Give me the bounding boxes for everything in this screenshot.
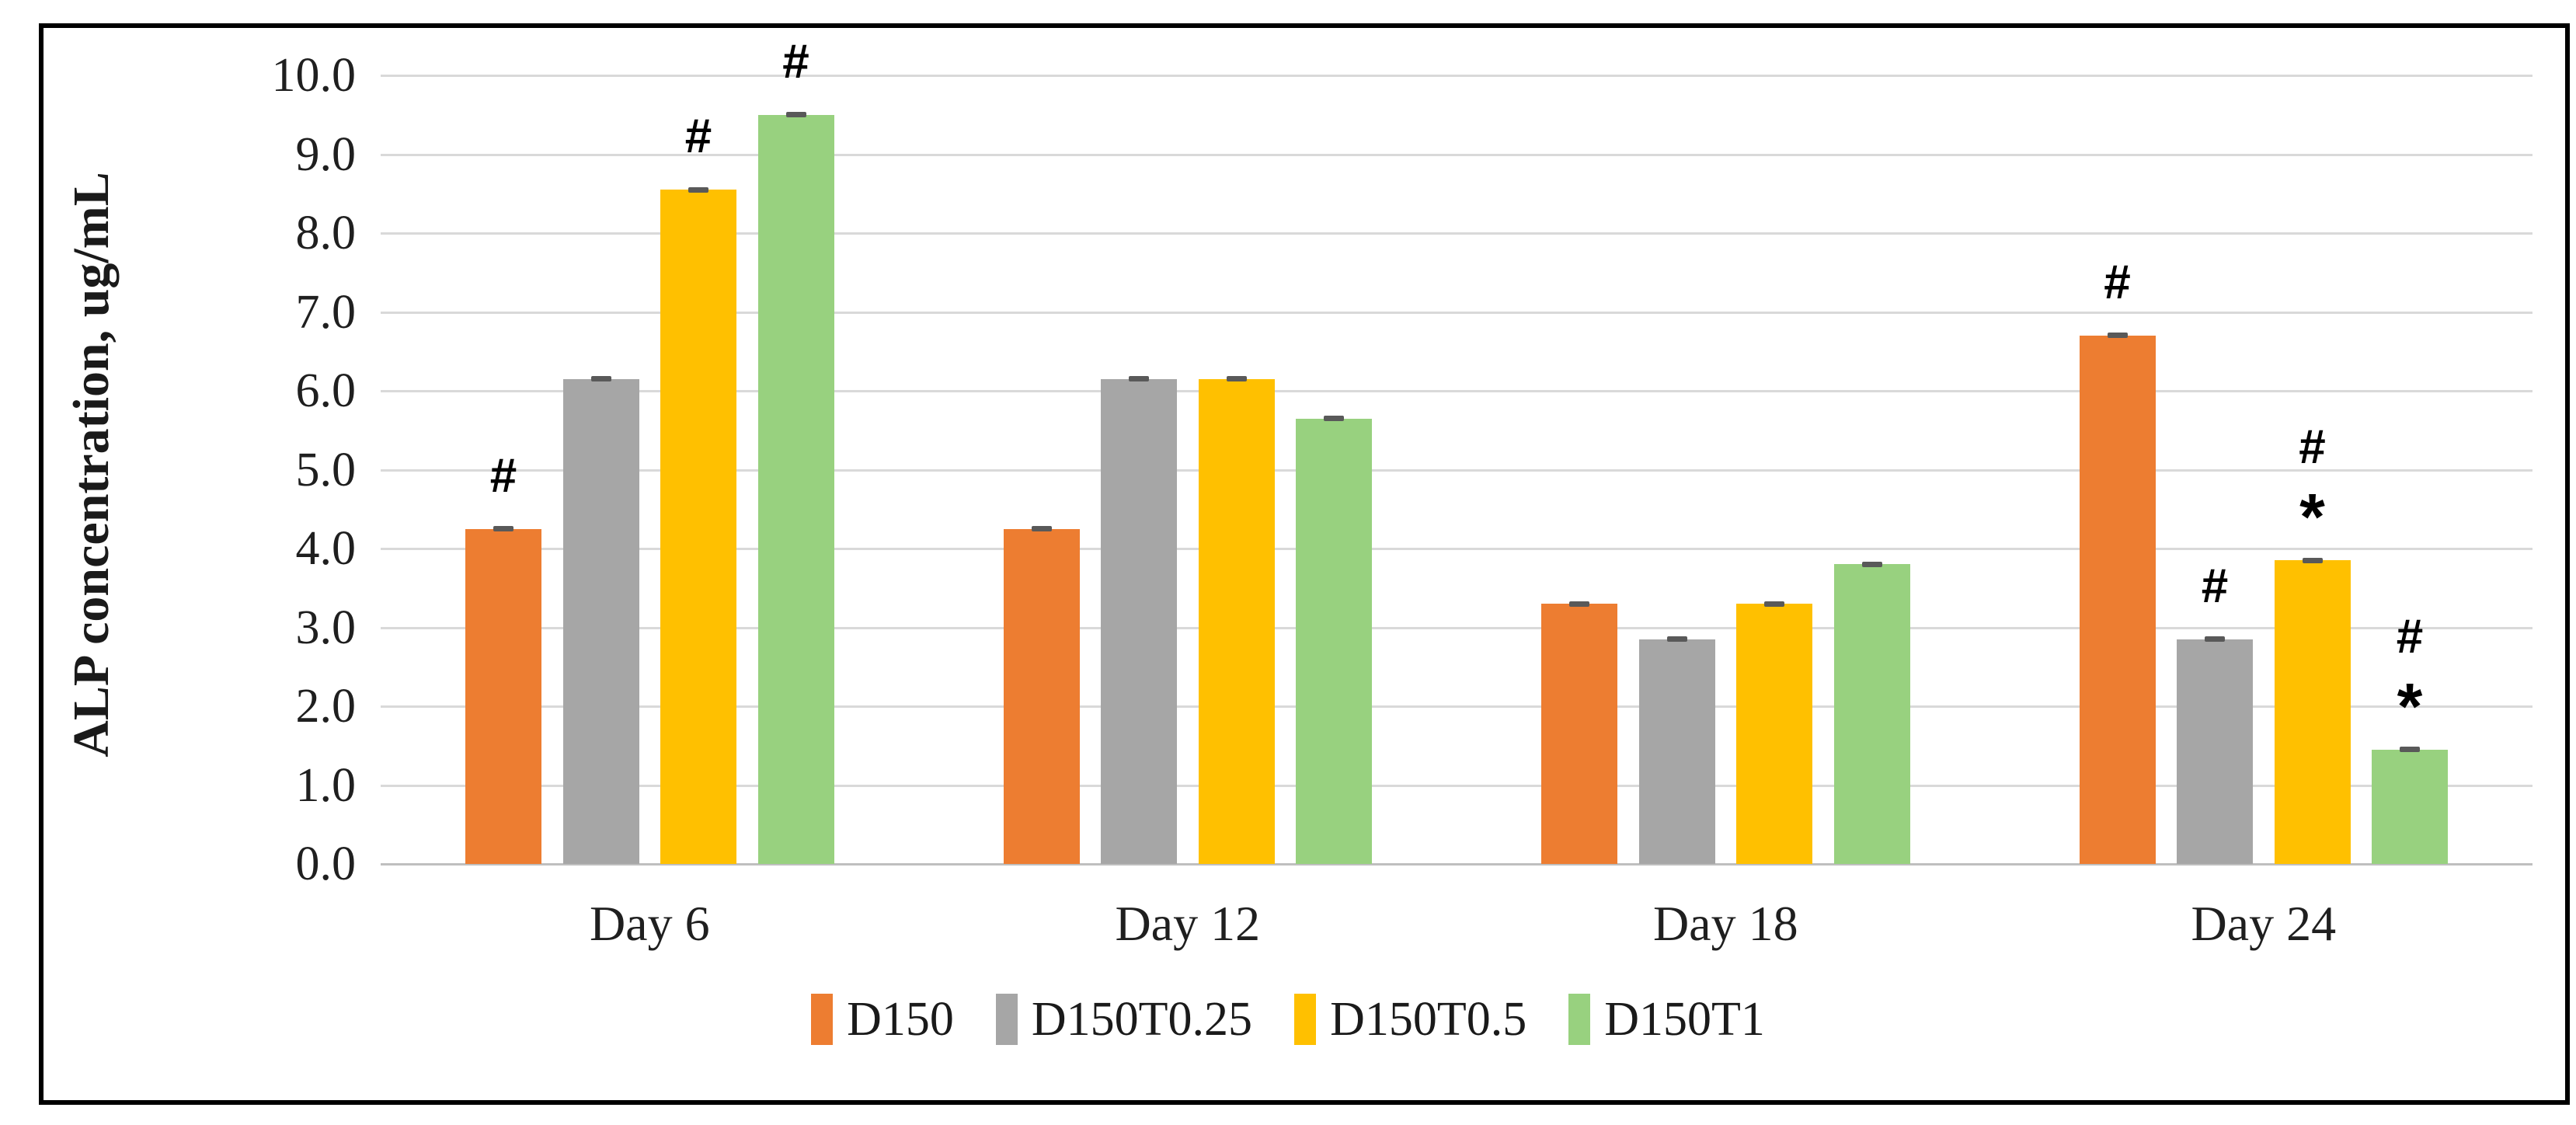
- x-axis-line: [381, 863, 2532, 866]
- error-bar-d150t0-5-day-18: [1764, 601, 1784, 607]
- legend-label-d150: D150: [847, 993, 954, 1046]
- y-tick-label-3.0: 3.0: [295, 601, 357, 654]
- gridline-5.0: [381, 468, 2532, 472]
- bar-d150-day-24: [2079, 335, 2156, 864]
- legend-label-d150t1: D150T1: [1604, 993, 1765, 1046]
- bar-d150t1-day-18: [1833, 564, 1910, 864]
- error-bar-d150t0-25-day-12: [1129, 376, 1149, 382]
- error-bar-d150-day-18: [1569, 601, 1589, 607]
- error-bar-d150t1-day-24: [2400, 747, 2420, 753]
- y-tick-label-4.0: 4.0: [295, 522, 357, 575]
- bar-d150t0-25-day-24: [2177, 639, 2253, 864]
- gridline-1.0: [381, 784, 2532, 787]
- bar-d150t0-25-day-12: [1101, 378, 1177, 864]
- y-tick-label-10.0: 10.0: [271, 49, 357, 102]
- error-bar-d150t0-25-day-24: [2205, 636, 2225, 643]
- gridline-3.0: [381, 626, 2532, 629]
- gridline-9.0: [381, 153, 2532, 156]
- y-tick-label-1.0: 1.0: [295, 758, 357, 812]
- x-category-label-day-18: Day 18: [1652, 896, 1798, 951]
- error-bar-d150t0-25-day-6: [590, 376, 611, 382]
- bar-d150t0-5-day-6: [660, 190, 736, 864]
- bar-d150-day-18: [1541, 604, 1617, 864]
- error-bar-d150t0-5-day-24: [2302, 557, 2323, 563]
- gridline-7.0: [381, 311, 2532, 314]
- gridline-8.0: [381, 232, 2532, 235]
- bar-d150t0-5-day-12: [1198, 378, 1275, 864]
- y-tick-label-2.0: 2.0: [295, 680, 357, 733]
- x-category-label-day-24: Day 24: [2191, 896, 2337, 951]
- bar-d150t0-25-day-6: [562, 378, 639, 864]
- x-category-label-day-6: Day 6: [589, 896, 710, 951]
- error-bar-d150t1-day-6: [785, 112, 806, 118]
- gridline-2.0: [381, 705, 2532, 708]
- legend-swatch-d150t1: [1568, 994, 1591, 1045]
- y-tick-label-6.0: 6.0: [295, 364, 357, 417]
- y-tick-label-8.0: 8.0: [295, 207, 357, 259]
- y-tick-label-9.0: 9.0: [295, 127, 357, 181]
- y-tick-label-7.0: 7.0: [295, 285, 357, 339]
- error-bar-d150-day-6: [493, 526, 513, 532]
- legend-item-d150t0-5: D150T0.5: [1294, 988, 1526, 1050]
- asterisk-annotation-d150t1-day-24: *: [2397, 669, 2423, 743]
- error-bar-d150t1-day-12: [1324, 416, 1344, 422]
- hash-annotation-d150t1-day-24: #: [2396, 609, 2424, 664]
- legend-item-d150t1: D150T1: [1568, 988, 1765, 1050]
- legend: D150 D150T0.25 D150T0.5 D150T1: [0, 988, 2576, 1050]
- legend-label-d150t0-25: D150T0.25: [1031, 993, 1253, 1046]
- legend-item-d150: D150: [811, 988, 954, 1050]
- legend-swatch-d150t0-25: [995, 994, 1018, 1045]
- hash-annotation-d150t1-day-6: #: [782, 34, 809, 89]
- error-bar-d150t0-25-day-18: [1666, 636, 1687, 643]
- hash-annotation-d150t0-5-day-6: #: [684, 110, 712, 164]
- error-bar-d150-day-24: [2107, 333, 2128, 339]
- bar-d150t0-5-day-18: [1736, 604, 1812, 864]
- gridline-10.0: [381, 75, 2532, 77]
- error-bar-d150t0-5-day-6: [688, 186, 708, 193]
- y-axis-title: ALP concentration, ug/mL: [63, 172, 120, 758]
- error-bar-d150t1-day-18: [1861, 561, 1882, 567]
- bar-d150t0-5-day-24: [2274, 560, 2351, 864]
- gridline-6.0: [381, 390, 2532, 392]
- hash-annotation-d150-day-6: #: [489, 448, 517, 503]
- bar-d150-day-6: [465, 528, 541, 864]
- error-bar-d150t0-5-day-12: [1226, 376, 1247, 382]
- error-bar-d150-day-12: [1031, 526, 1052, 532]
- hash-annotation-d150t0-5-day-24: #: [2299, 420, 2326, 475]
- hash-annotation-d150-day-24: #: [2104, 255, 2131, 309]
- bar-d150t0-25-day-18: [1638, 639, 1715, 864]
- legend-label-d150t0-5: D150T0.5: [1330, 993, 1527, 1046]
- y-tick-label-0.0: 0.0: [295, 838, 357, 890]
- hash-annotation-d150t0-25-day-24: #: [2201, 559, 2229, 613]
- asterisk-annotation-d150t0-5-day-24: *: [2299, 480, 2325, 554]
- legend-item-d150t0-25: D150T0.25: [995, 988, 1253, 1050]
- bar-d150t1-day-24: [2372, 749, 2448, 864]
- legend-swatch-d150t0-5: [1294, 994, 1317, 1045]
- legend-swatch-d150: [811, 994, 834, 1045]
- y-tick-label-5.0: 5.0: [295, 443, 357, 496]
- gridline-4.0: [381, 548, 2532, 550]
- bar-d150t1-day-6: [757, 114, 834, 864]
- x-category-label-day-12: Day 12: [1115, 896, 1261, 951]
- bar-d150-day-12: [1003, 528, 1080, 864]
- bar-d150t1-day-12: [1296, 418, 1372, 864]
